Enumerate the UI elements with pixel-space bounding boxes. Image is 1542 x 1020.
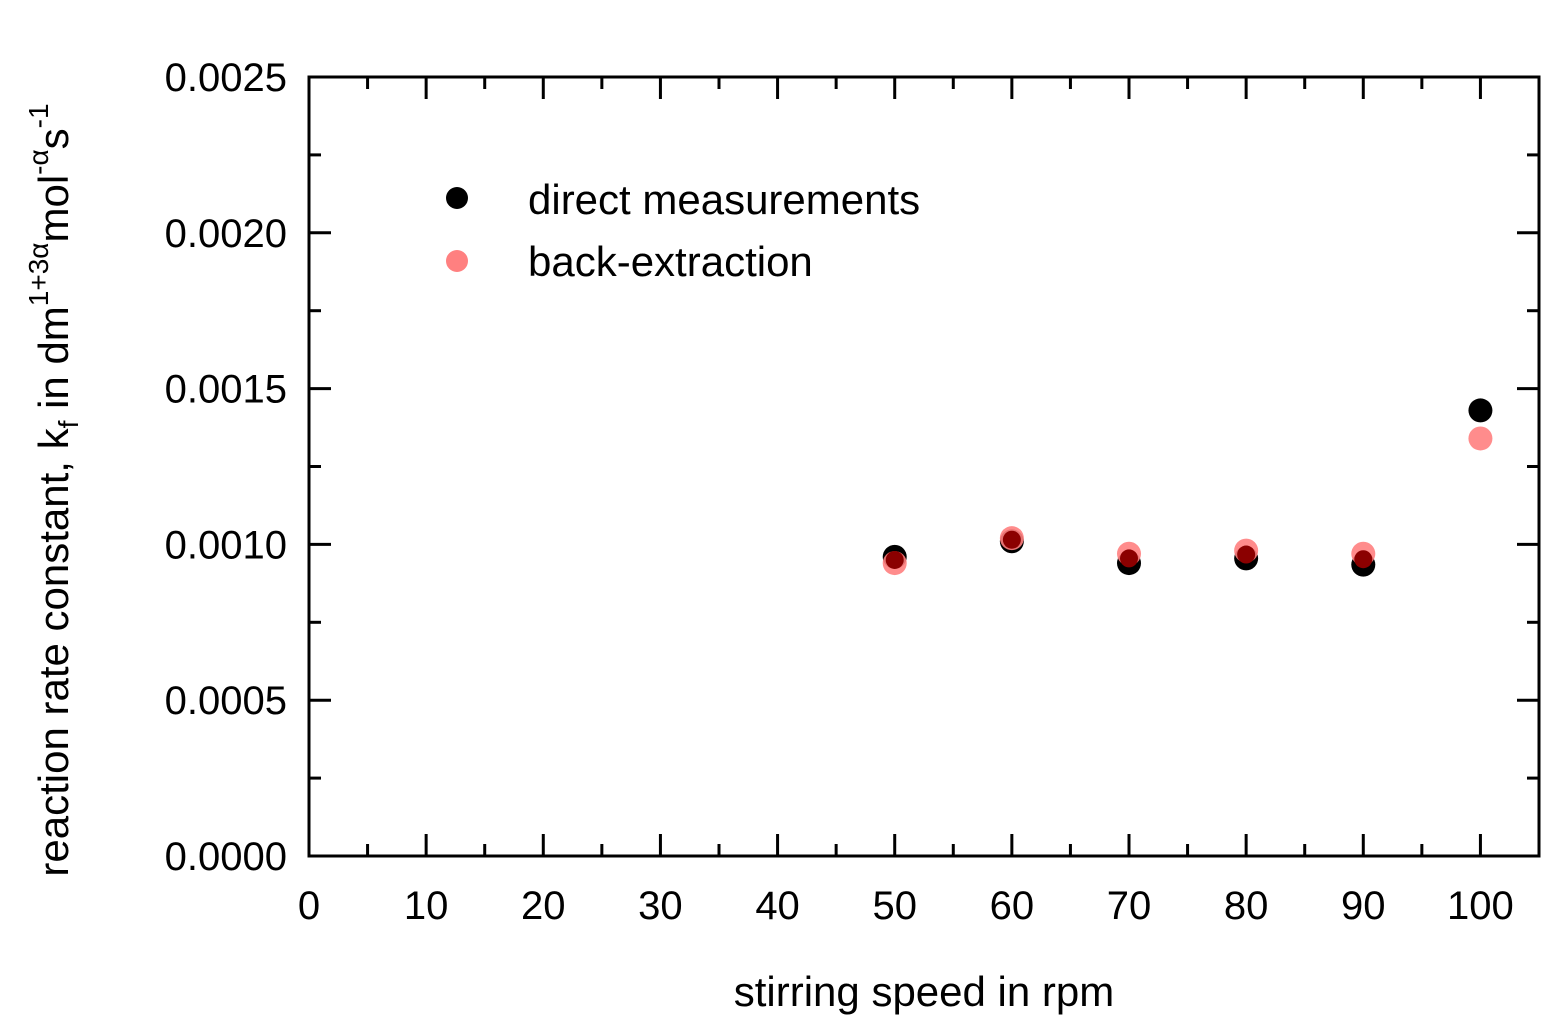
minor-ticks: [309, 77, 1539, 856]
tick-labels: 0 10 20 30 40 50 60 70 80 90 100 0.0000 0.0005 0.0010…: [165, 56, 1514, 928]
data-points: [882, 398, 1493, 577]
y-axis-title-part: -α: [23, 149, 54, 175]
y-tick-label: 0.0025: [165, 56, 287, 100]
legend-marker-back-extraction: [446, 250, 468, 272]
x-tick-label: 80: [1224, 884, 1269, 928]
y-axis-title-part: s: [30, 128, 77, 149]
legend: direct measurements back-extraction: [446, 176, 920, 285]
y-axis-title-part: mol: [30, 175, 77, 243]
x-tick-label: 10: [404, 884, 449, 928]
point-overlap: [885, 550, 904, 569]
point-back-extraction: [1468, 426, 1493, 451]
x-tick-label: 0: [298, 884, 320, 928]
plot-frame: [307, 75, 1541, 858]
point-direct-measurements: [1468, 398, 1493, 423]
y-tick-label: 0.0000: [165, 835, 287, 879]
x-tick-label: 70: [1107, 884, 1152, 928]
x-tick-label: 30: [638, 884, 683, 928]
y-tick-label: 0.0015: [165, 368, 287, 412]
x-tick-label: 40: [755, 884, 800, 928]
legend-marker-direct-measurements: [446, 187, 468, 209]
y-tick-label: 0.0020: [165, 212, 287, 256]
major-ticks: [307, 75, 1539, 858]
y-axis-title-part: f: [53, 420, 84, 428]
point-overlap: [1120, 549, 1138, 568]
point-overlap: [1002, 530, 1021, 549]
x-tick-label: 60: [990, 884, 1035, 928]
x-tick-label: 90: [1341, 884, 1386, 928]
y-axis-title-part: in dm: [30, 306, 77, 420]
x-tick-label: 20: [521, 884, 566, 928]
y-tick-label: 0.0005: [165, 679, 287, 723]
y-axis-title: reaction rate constant, kf in dm1+3αmol-…: [23, 103, 84, 876]
y-tick-label: 0.0010: [165, 523, 287, 567]
point-overlap: [1237, 545, 1256, 564]
x-tick-label: 100: [1447, 884, 1514, 928]
x-axis-title: stirring speed in rpm: [734, 968, 1114, 1015]
x-tick-label: 50: [872, 884, 917, 928]
legend-label-back-extraction: back-extraction: [528, 238, 813, 285]
y-axis-title-part: 1+3α: [23, 243, 54, 307]
y-axis-title-part: reaction rate constant, k: [30, 427, 77, 876]
y-axis-title-part: -1: [23, 103, 54, 128]
legend-label-direct-measurements: direct measurements: [528, 176, 920, 223]
point-overlap: [1354, 550, 1373, 569]
